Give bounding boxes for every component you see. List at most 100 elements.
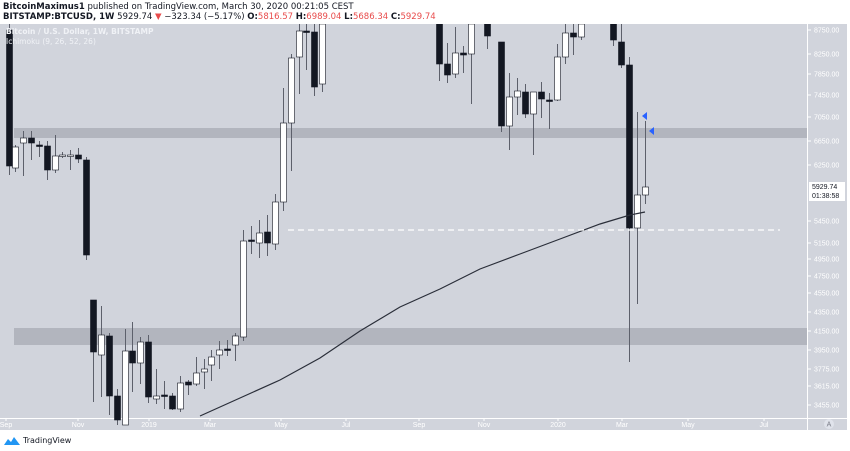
time-tick-label: Mar bbox=[204, 422, 217, 429]
candlestick-chart[interactable]: 8750.00 8250.00 7850.00 7450.00 7050.00 6650.… bbox=[0, 24, 850, 430]
support-zone[interactable] bbox=[14, 328, 807, 345]
candle-body[interactable] bbox=[67, 154, 74, 157]
time-tick-label: Nov bbox=[478, 422, 491, 429]
candle-body[interactable] bbox=[122, 350, 129, 426]
candle-body[interactable] bbox=[28, 137, 35, 144]
candle-body[interactable] bbox=[201, 368, 208, 373]
candle-body[interactable] bbox=[75, 154, 82, 160]
candle-body[interactable] bbox=[514, 90, 521, 98]
candle-body[interactable] bbox=[610, 24, 617, 41]
candle-body[interactable] bbox=[642, 186, 649, 196]
candle-body[interactable] bbox=[296, 30, 303, 58]
candle-body[interactable] bbox=[232, 335, 239, 346]
candle-body[interactable] bbox=[145, 341, 152, 398]
moving-average-line[interactable] bbox=[199, 211, 646, 417]
author-name[interactable]: BitcoinMaximus1 bbox=[3, 2, 85, 12]
candle-body[interactable] bbox=[98, 334, 105, 356]
auto-scale-button[interactable] bbox=[824, 419, 834, 429]
indicator-legend[interactable]: Ichimoku (9, 26, 52, 26) bbox=[6, 37, 96, 46]
candle-body[interactable] bbox=[522, 91, 529, 115]
candle-body[interactable] bbox=[578, 24, 585, 38]
candle-body[interactable] bbox=[20, 137, 27, 144]
last-price-label: 5929.74 bbox=[812, 184, 837, 191]
symbol-name: BITSTAMP:BTCUSD, 1W bbox=[3, 12, 115, 22]
plot-background[interactable] bbox=[0, 24, 807, 418]
candle-body[interactable] bbox=[106, 335, 113, 397]
candle-body[interactable] bbox=[6, 29, 13, 167]
candle-body[interactable] bbox=[468, 24, 475, 55]
candle-body[interactable] bbox=[208, 356, 215, 366]
candle-body[interactable] bbox=[280, 122, 287, 203]
candle-body[interactable] bbox=[554, 56, 561, 101]
time-axis[interactable] bbox=[0, 419, 807, 430]
price-tick-label: 3950.00 bbox=[814, 348, 839, 355]
tradingview-branding[interactable]: TradingView bbox=[4, 436, 71, 445]
price-tick-label: 8750.00 bbox=[814, 28, 839, 35]
price-tick-label: 7050.00 bbox=[814, 115, 839, 122]
candle-body[interactable] bbox=[538, 91, 545, 100]
candle-body[interactable] bbox=[193, 372, 200, 385]
candle-body[interactable] bbox=[444, 63, 451, 76]
price-tick-label: 6250.00 bbox=[814, 163, 839, 170]
candle-body[interactable] bbox=[546, 99, 553, 102]
price-tick-label: 4550.00 bbox=[814, 291, 839, 298]
resistance-zone[interactable] bbox=[14, 128, 807, 138]
open-value: 5816.57 bbox=[257, 12, 294, 22]
candle-body[interactable] bbox=[634, 194, 641, 229]
candle-body[interactable] bbox=[530, 91, 537, 115]
time-tick-label: Mar bbox=[616, 422, 629, 429]
candle-body[interactable] bbox=[216, 349, 223, 356]
candle-body[interactable] bbox=[52, 155, 59, 171]
price-tick-label: 4950.00 bbox=[814, 257, 839, 264]
candle-body[interactable] bbox=[484, 24, 491, 37]
candle-body[interactable] bbox=[59, 154, 66, 157]
close-value: 5929.74 bbox=[400, 12, 436, 22]
price-tick-label: 3455.00 bbox=[814, 403, 839, 410]
candle-body[interactable] bbox=[153, 395, 160, 400]
time-tick-label: Jul bbox=[342, 422, 351, 429]
candle-body[interactable] bbox=[506, 96, 513, 127]
candle-body[interactable] bbox=[288, 57, 295, 124]
candle-body[interactable] bbox=[240, 240, 247, 338]
candle-body[interactable] bbox=[264, 231, 271, 244]
high-value: 6989.04 bbox=[306, 12, 342, 22]
candle-body[interactable] bbox=[248, 239, 255, 242]
candle-body[interactable] bbox=[460, 52, 467, 56]
price-tick-label: 4150.00 bbox=[814, 329, 839, 336]
price-tick-label: 8250.00 bbox=[814, 52, 839, 59]
candle-body[interactable] bbox=[224, 348, 231, 351]
candle-body[interactable] bbox=[303, 30, 310, 33]
candle-body[interactable] bbox=[272, 201, 279, 245]
high-label: H: bbox=[295, 12, 307, 22]
candle-body[interactable] bbox=[44, 145, 51, 171]
candle-body[interactable] bbox=[562, 32, 569, 58]
candle-body[interactable] bbox=[83, 159, 90, 256]
chart-area[interactable]: 8750.00 8250.00 7850.00 7450.00 7050.00 6650.… bbox=[0, 24, 850, 430]
candle-body[interactable] bbox=[12, 146, 19, 169]
candle-body[interactable] bbox=[256, 232, 263, 244]
candle-body[interactable] bbox=[36, 144, 43, 147]
candle-body[interactable] bbox=[498, 41, 505, 127]
candle-body[interactable] bbox=[570, 32, 577, 38]
candle-body[interactable] bbox=[161, 394, 168, 397]
candle-body[interactable] bbox=[177, 382, 184, 410]
candle-body[interactable] bbox=[319, 24, 326, 85]
candle-body[interactable] bbox=[626, 64, 633, 229]
blue-marker-icon bbox=[649, 127, 654, 135]
price-axis[interactable] bbox=[808, 24, 847, 418]
candle-body[interactable] bbox=[169, 395, 176, 410]
candle-body[interactable] bbox=[436, 24, 443, 65]
candle-body[interactable] bbox=[137, 341, 144, 364]
candle-body[interactable] bbox=[452, 52, 459, 75]
price-tick-label: 5150.00 bbox=[814, 241, 839, 248]
price-tick-label: 5450.00 bbox=[814, 219, 839, 226]
candle-body[interactable] bbox=[185, 381, 192, 386]
blue-marker-icon bbox=[642, 112, 647, 120]
price-tick-label: 3775.00 bbox=[814, 367, 839, 374]
candle-body[interactable] bbox=[129, 350, 136, 364]
candle-body[interactable] bbox=[618, 41, 625, 66]
candle-body[interactable] bbox=[311, 31, 318, 88]
candle-body[interactable] bbox=[90, 299, 97, 353]
candle-body[interactable] bbox=[114, 395, 121, 421]
price-tick-label: 3615.00 bbox=[814, 384, 839, 391]
